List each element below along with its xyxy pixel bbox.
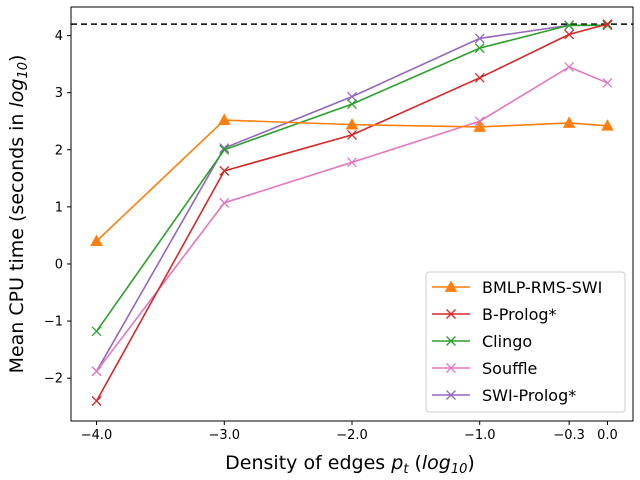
data-point (91, 326, 102, 337)
x-axis-label-text: Density of edges (225, 452, 391, 474)
legend-swatch-marker (444, 280, 458, 292)
data-point (217, 113, 231, 125)
data-point (602, 20, 613, 31)
data-point (91, 366, 102, 377)
y-tick-label: 0 (55, 257, 63, 272)
legend-item: B-Prolog* (432, 305, 557, 324)
data-point (219, 143, 230, 154)
y-tick-label: 1 (55, 200, 63, 215)
legend-swatch-marker (446, 309, 456, 319)
series-line (95, 119, 608, 242)
data-point (602, 77, 613, 88)
y-axis-label-log: log (6, 79, 28, 108)
data-point (562, 116, 576, 128)
x-tick-label: −3.0 (208, 428, 240, 443)
x-tick-label: −0.3 (553, 428, 585, 443)
x-tick-label: 0.0 (597, 428, 618, 443)
legend-label: Souffle (482, 359, 537, 378)
series-line (95, 23, 608, 402)
x-axis: −4.0 −3.0 −2.0 −1.0 −0.3 0.0 (81, 421, 618, 443)
x-tick-label: −2.0 (336, 428, 368, 443)
data-point (219, 144, 230, 155)
data-point (601, 119, 614, 131)
y-tick-label: 2 (55, 143, 63, 158)
series-line (95, 66, 608, 372)
series-clingo (91, 20, 613, 337)
data-point (474, 43, 485, 54)
series-bmlp-rms-swi (90, 113, 614, 247)
data-point (474, 72, 485, 83)
x-axis-label-variable-subscript: t (403, 462, 409, 477)
y-axis-label-log-subscript: 10 (16, 62, 31, 79)
y-tick-label: −2 (44, 372, 63, 387)
data-point (564, 29, 575, 40)
legend-box (425, 271, 626, 413)
y-axis-label-close: ) (6, 55, 28, 62)
x-tick-label: −4.0 (81, 428, 113, 443)
legend: BMLP-RMS-SWI B-Prolog* Clingo Souffle SWI-Pr… (425, 271, 626, 413)
y-axis-label-text: Mean CPU time (seconds in (6, 108, 28, 374)
legend-swatch-marker (446, 363, 456, 373)
data-point (564, 61, 575, 72)
y-tick-label: 4 (55, 29, 63, 44)
data-point (602, 19, 613, 30)
legend-item: SWI-Prolog* (432, 386, 576, 405)
data-point (219, 197, 230, 208)
series-line (95, 24, 608, 332)
y-axis-label: Mean CPU time (seconds in log10) (6, 55, 31, 374)
data-point (347, 91, 357, 102)
legend-swatch-marker (446, 336, 456, 346)
data-point (219, 165, 230, 176)
legend-item: Clingo (432, 332, 532, 351)
x-axis-label-open: ( (408, 452, 421, 474)
legend-label: B-Prolog* (482, 305, 557, 324)
x-axis-label: Density of edges pt (log10) (225, 452, 475, 477)
legend-label: SWI-Prolog* (482, 386, 576, 405)
data-point (474, 33, 485, 44)
data-point (347, 157, 357, 168)
legend-item: Souffle (432, 359, 537, 378)
x-axis-label-variable: p (390, 452, 403, 474)
legend-label: Clingo (482, 332, 532, 351)
data-point (347, 129, 357, 140)
data-point (345, 118, 359, 130)
series-souffle (91, 61, 613, 377)
data-point (473, 120, 487, 132)
x-tick-label: −1.0 (464, 428, 496, 443)
x-axis-label-log-subscript: 10 (451, 462, 468, 477)
data-point (347, 99, 357, 110)
y-tick-label: 3 (55, 86, 63, 101)
plot-marks (71, 19, 633, 406)
legend-item: BMLP-RMS-SWI (432, 278, 602, 297)
x-axis-label-close: ) (467, 452, 474, 474)
y-tick-label: −1 (44, 315, 63, 330)
data-point (90, 234, 103, 247)
data-point (91, 396, 102, 406)
y-axis: −2 −1 0 1 2 3 4 (44, 29, 71, 387)
legend-swatch-marker (446, 390, 456, 400)
x-axis-label-log: log (422, 452, 451, 474)
series-b-prolog- (91, 19, 613, 406)
legend-label: BMLP-RMS-SWI (482, 278, 602, 297)
data-point (564, 20, 575, 31)
